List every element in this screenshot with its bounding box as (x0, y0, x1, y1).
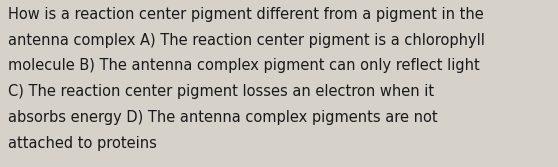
Text: molecule B) The antenna complex pigment can only reflect light: molecule B) The antenna complex pigment … (8, 58, 480, 73)
Text: C) The reaction center pigment losses an electron when it: C) The reaction center pigment losses an… (8, 84, 435, 99)
Text: absorbs energy D) The antenna complex pigments are not: absorbs energy D) The antenna complex pi… (8, 110, 438, 125)
Text: antenna complex A) The reaction center pigment is a chlorophyll: antenna complex A) The reaction center p… (8, 33, 485, 48)
Text: attached to proteins: attached to proteins (8, 136, 157, 151)
Text: How is a reaction center pigment different from a pigment in the: How is a reaction center pigment differe… (8, 7, 484, 22)
